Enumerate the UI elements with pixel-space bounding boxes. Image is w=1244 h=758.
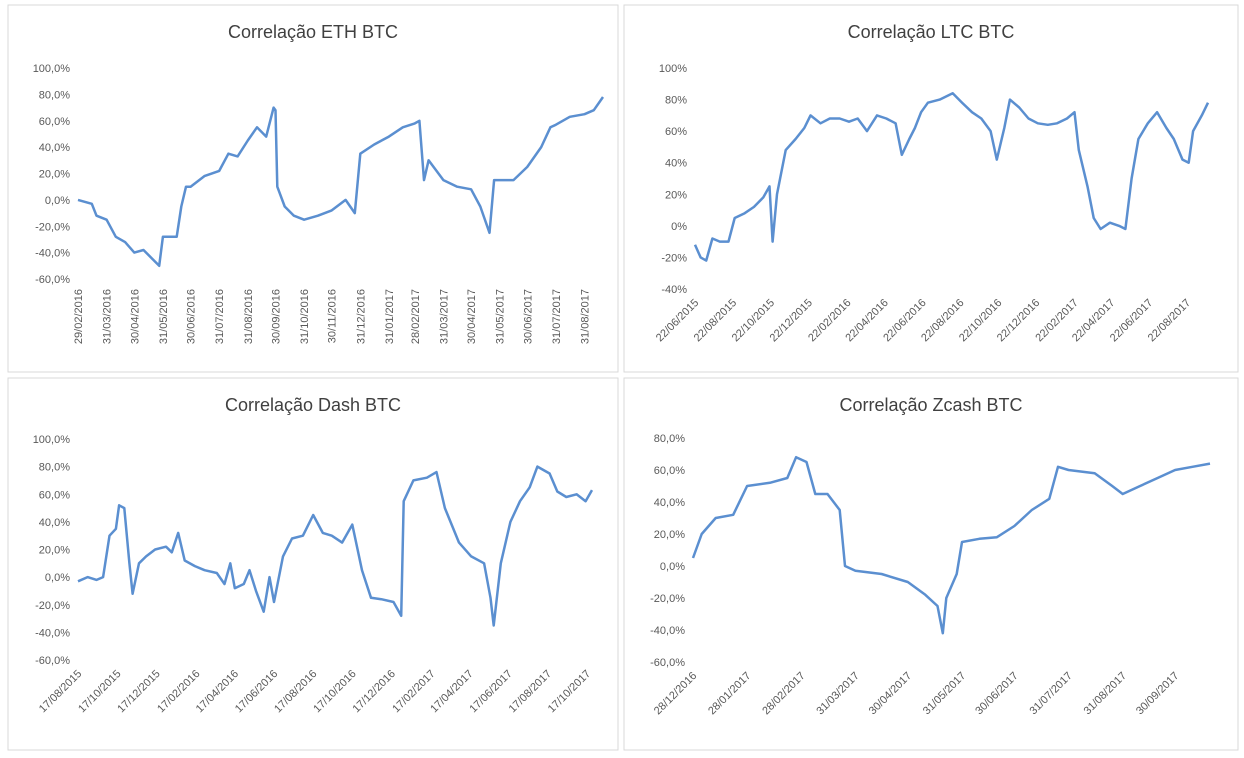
data-line: [77, 96, 605, 268]
y-tick-label: -60,0%: [35, 655, 70, 667]
x-tick-label: 31/12/2016: [355, 289, 367, 344]
chart-title: Correlação LTC BTC: [848, 22, 1015, 42]
y-tick-label: 100,0%: [33, 63, 71, 75]
data-line: [693, 92, 1210, 262]
x-tick-label: 31/01/2017: [384, 289, 396, 344]
y-tick-label: 100%: [659, 63, 687, 75]
y-tick-label: -60,0%: [650, 657, 685, 669]
y-tick-label: -60,0%: [35, 274, 70, 286]
y-tick-label: 40%: [665, 158, 687, 170]
x-tick-label: 31/07/2017: [551, 289, 563, 344]
data-line: [691, 455, 1211, 635]
y-tick-label: 60,0%: [654, 465, 685, 477]
x-tick-label: 30/04/2017: [466, 289, 478, 344]
y-tick-label: 20,0%: [39, 169, 70, 181]
chart-title: Correlação Zcash BTC: [839, 395, 1022, 415]
chart-title: Correlação Dash BTC: [225, 395, 401, 415]
y-tick-label: 40,0%: [39, 517, 70, 529]
y-tick-label: 0,0%: [45, 572, 70, 584]
y-tick-label: 60,0%: [39, 116, 70, 128]
panel-border: [623, 377, 1239, 751]
x-tick-label: 31/08/2017: [580, 289, 592, 344]
y-tick-label: 0,0%: [660, 561, 685, 573]
y-tick-label: -20%: [661, 252, 687, 264]
y-tick-label: -20,0%: [650, 593, 685, 605]
x-tick-label: 30/04/2016: [129, 289, 141, 344]
y-tick-label: -40,0%: [35, 248, 70, 260]
y-tick-label: 80,0%: [39, 462, 70, 474]
x-tick-label: 31/05/2016: [158, 289, 170, 344]
y-tick-label: -20,0%: [35, 600, 70, 612]
y-tick-label: 100,0%: [33, 434, 71, 446]
y-tick-label: 60%: [665, 126, 687, 138]
y-tick-label: 0%: [671, 221, 687, 233]
data-line: [77, 465, 594, 627]
x-tick-label: 31/03/2016: [102, 289, 114, 344]
y-tick-label: -40,0%: [650, 625, 685, 637]
y-tick-label: 40,0%: [39, 142, 70, 154]
x-tick-label: 31/03/2017: [438, 289, 450, 344]
x-tick-label: 29/02/2016: [73, 289, 85, 344]
x-tick-label: 31/08/2016: [243, 289, 255, 344]
panel-border: [7, 377, 619, 751]
x-tick-label: 31/10/2016: [299, 289, 311, 344]
y-tick-label: 20,0%: [39, 545, 70, 557]
y-tick-label: 80,0%: [654, 433, 685, 445]
x-tick-label: 30/09/2016: [270, 289, 282, 344]
y-tick-label: 80,0%: [39, 89, 70, 101]
x-tick-label: 31/05/2017: [495, 289, 507, 344]
y-tick-label: -40,0%: [35, 627, 70, 639]
x-tick-label: 30/06/2017: [522, 289, 534, 344]
y-tick-label: 20,0%: [654, 529, 685, 541]
y-tick-label: 20%: [665, 189, 687, 201]
x-tick-label: 28/02/2017: [410, 289, 422, 344]
chart-title: Correlação ETH BTC: [228, 22, 398, 42]
x-tick-label: 31/07/2016: [214, 289, 226, 344]
y-tick-label: 80%: [665, 95, 687, 107]
y-tick-label: -20,0%: [35, 221, 70, 233]
y-tick-label: 40,0%: [654, 497, 685, 509]
x-tick-label: 30/06/2016: [186, 289, 198, 344]
y-tick-label: 60,0%: [39, 489, 70, 501]
y-tick-label: -40%: [661, 284, 687, 296]
x-tick-label: 30/11/2016: [327, 289, 339, 343]
panel-border: [623, 4, 1239, 373]
panel-border: [7, 4, 619, 373]
y-tick-label: 0,0%: [45, 195, 70, 207]
